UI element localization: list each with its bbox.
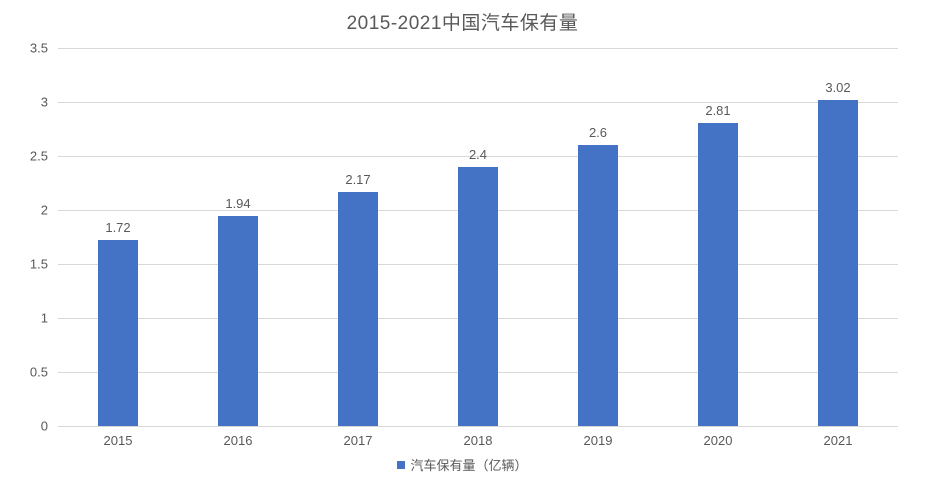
x-tick-label: 2018 (463, 433, 493, 448)
y-tick-label: 0 (40, 418, 48, 434)
y-tick-label: 1.5 (29, 256, 48, 272)
y-tick-label: 2 (40, 202, 48, 218)
bar-value-label: 2.6 (588, 125, 608, 141)
y-tick-label: 3.5 (29, 40, 48, 56)
bar-value-label: 2.17 (345, 171, 371, 187)
x-tick-label: 2015 (103, 433, 133, 448)
bar-value-label: 2.4 (468, 146, 488, 162)
bar-2015 (98, 240, 138, 426)
bar-value-label: 1.94 (225, 196, 251, 212)
x-tick-label: 2016 (223, 433, 253, 448)
bar-2016 (218, 216, 258, 426)
chart-title: 2015-2021中国汽车保有量 (346, 13, 579, 34)
legend: 汽车保有量（亿辆） (0, 455, 925, 474)
bar-value-label: 1.72 (105, 220, 131, 236)
bar-2019 (578, 145, 618, 426)
bar-2018 (458, 166, 498, 426)
y-axis-tick-labels: 0 0.5 1 1.5 2 2.5 3 3.5 (0, 41, 48, 434)
x-tick-label: 2021 (823, 433, 853, 448)
bar-2017 (338, 191, 378, 426)
y-tick-label: 1 (40, 310, 48, 326)
legend-marker-icon (397, 460, 406, 469)
gridline (58, 156, 898, 157)
x-tick-label: 2019 (583, 433, 613, 448)
x-tick-label: 2020 (703, 433, 733, 448)
bar-2021 (818, 99, 858, 426)
x-tick-label: 2017 (343, 433, 373, 448)
y-tick-label: 2.5 (29, 148, 48, 164)
gridline (58, 102, 898, 103)
bar-value-label: 3.02 (825, 79, 851, 95)
legend-series-label: 汽车保有量（亿辆） (410, 458, 528, 473)
bar-value-label: 2.81 (705, 102, 731, 118)
plot-area: 1.72 1.94 2.17 2.4 2.6 2.81 3.02 (58, 48, 898, 427)
y-tick-label: 3 (40, 94, 48, 110)
y-tick-label: 0.5 (29, 364, 48, 380)
gridline (58, 48, 898, 49)
bar-2020 (698, 122, 738, 426)
